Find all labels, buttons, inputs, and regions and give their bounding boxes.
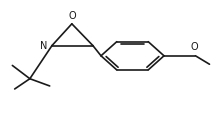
Text: O: O <box>68 10 76 20</box>
Text: N: N <box>40 41 48 50</box>
Text: O: O <box>190 42 198 52</box>
